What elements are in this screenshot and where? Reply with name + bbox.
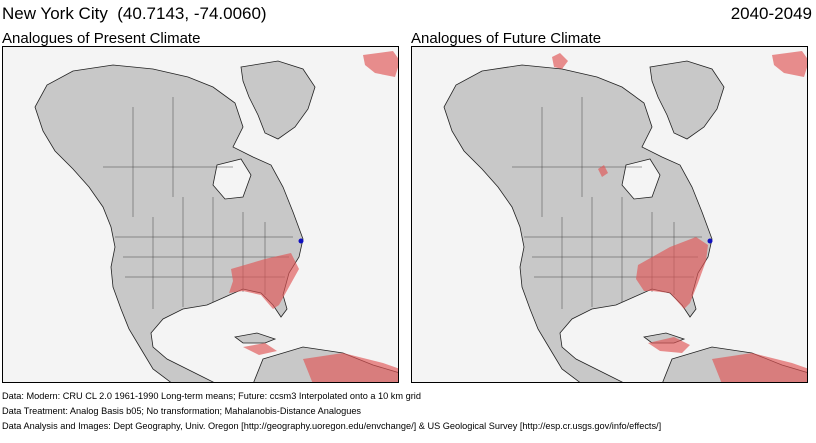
map-present	[34, 51, 398, 382]
map-title: New York City (40.7143, -74.0060)	[2, 4, 267, 23]
analogue-regions	[229, 51, 398, 382]
analogue-regions	[552, 51, 807, 382]
map-panel-future	[411, 46, 808, 383]
panel-title-present: Analogues of Present Climate	[2, 30, 201, 47]
footer-data-treatment: Data Treatment: Analog Basis b05; No tra…	[2, 406, 362, 416]
landmass	[443, 60, 807, 382]
landmass	[34, 60, 398, 382]
time-period: 2040-2049	[730, 4, 812, 23]
target-location-marker	[707, 238, 713, 244]
target-location-marker	[298, 238, 304, 244]
footer-analysis-credits: Data Analysis and Images: Dept Geography…	[2, 421, 662, 431]
footer-data-source: Data: Modern: CRU CL 2.0 1961-1990 Long-…	[2, 391, 421, 401]
map-panel-present	[2, 46, 399, 383]
map-future	[443, 51, 807, 382]
panel-title-future: Analogues of Future Climate	[411, 30, 602, 47]
